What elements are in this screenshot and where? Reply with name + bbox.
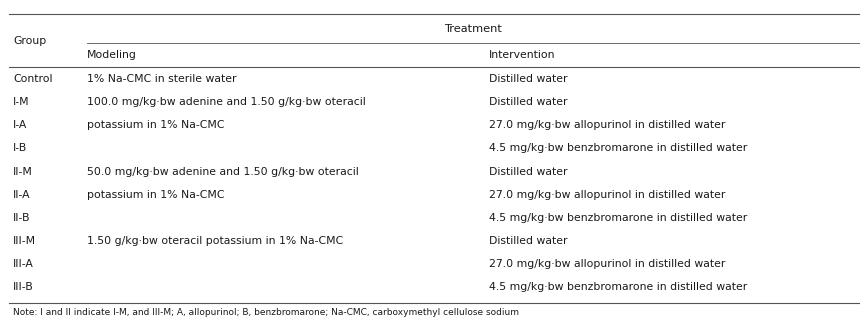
Text: Distilled water: Distilled water bbox=[490, 74, 568, 84]
Text: I-B: I-B bbox=[13, 143, 27, 153]
Text: I-M: I-M bbox=[13, 97, 30, 107]
Text: Control: Control bbox=[13, 74, 52, 84]
Text: 27.0 mg/kg·bw allopurinol in distilled water: 27.0 mg/kg·bw allopurinol in distilled w… bbox=[490, 259, 726, 269]
Text: 4.5 mg/kg·bw benzbromarone in distilled water: 4.5 mg/kg·bw benzbromarone in distilled … bbox=[490, 283, 747, 293]
Text: 100.0 mg/kg·bw adenine and 1.50 g/kg·bw oteracil: 100.0 mg/kg·bw adenine and 1.50 g/kg·bw … bbox=[87, 97, 365, 107]
Text: III-B: III-B bbox=[13, 283, 34, 293]
Text: potassium in 1% Na-CMC: potassium in 1% Na-CMC bbox=[87, 120, 225, 130]
Text: Distilled water: Distilled water bbox=[490, 167, 568, 177]
Text: potassium in 1% Na-CMC: potassium in 1% Na-CMC bbox=[87, 190, 225, 200]
Text: 4.5 mg/kg·bw benzbromarone in distilled water: 4.5 mg/kg·bw benzbromarone in distilled … bbox=[490, 213, 747, 223]
Text: III-A: III-A bbox=[13, 259, 34, 269]
Text: 27.0 mg/kg·bw allopurinol in distilled water: 27.0 mg/kg·bw allopurinol in distilled w… bbox=[490, 190, 726, 200]
Text: 4.5 mg/kg·bw benzbromarone in distilled water: 4.5 mg/kg·bw benzbromarone in distilled … bbox=[490, 143, 747, 153]
Text: III-M: III-M bbox=[13, 236, 36, 246]
Text: Intervention: Intervention bbox=[490, 50, 556, 60]
Text: II-B: II-B bbox=[13, 213, 30, 223]
Text: I-A: I-A bbox=[13, 120, 27, 130]
Text: 1% Na-CMC in sterile water: 1% Na-CMC in sterile water bbox=[87, 74, 236, 84]
Text: Treatment: Treatment bbox=[444, 24, 502, 34]
Text: II-A: II-A bbox=[13, 190, 30, 200]
Text: II-M: II-M bbox=[13, 167, 33, 177]
Text: Distilled water: Distilled water bbox=[490, 97, 568, 107]
Text: Modeling: Modeling bbox=[87, 50, 137, 60]
Text: Note: I and II indicate I-M, and III-M; A, allopurinol; B, benzbromarone; Na-CMC: Note: I and II indicate I-M, and III-M; … bbox=[13, 308, 519, 317]
Text: Group: Group bbox=[13, 36, 46, 46]
Text: 27.0 mg/kg·bw allopurinol in distilled water: 27.0 mg/kg·bw allopurinol in distilled w… bbox=[490, 120, 726, 130]
Text: 50.0 mg/kg·bw adenine and 1.50 g/kg·bw oteracil: 50.0 mg/kg·bw adenine and 1.50 g/kg·bw o… bbox=[87, 167, 358, 177]
Text: 1.50 g/kg·bw oteracil potassium in 1% Na-CMC: 1.50 g/kg·bw oteracil potassium in 1% Na… bbox=[87, 236, 343, 246]
Text: Distilled water: Distilled water bbox=[490, 236, 568, 246]
